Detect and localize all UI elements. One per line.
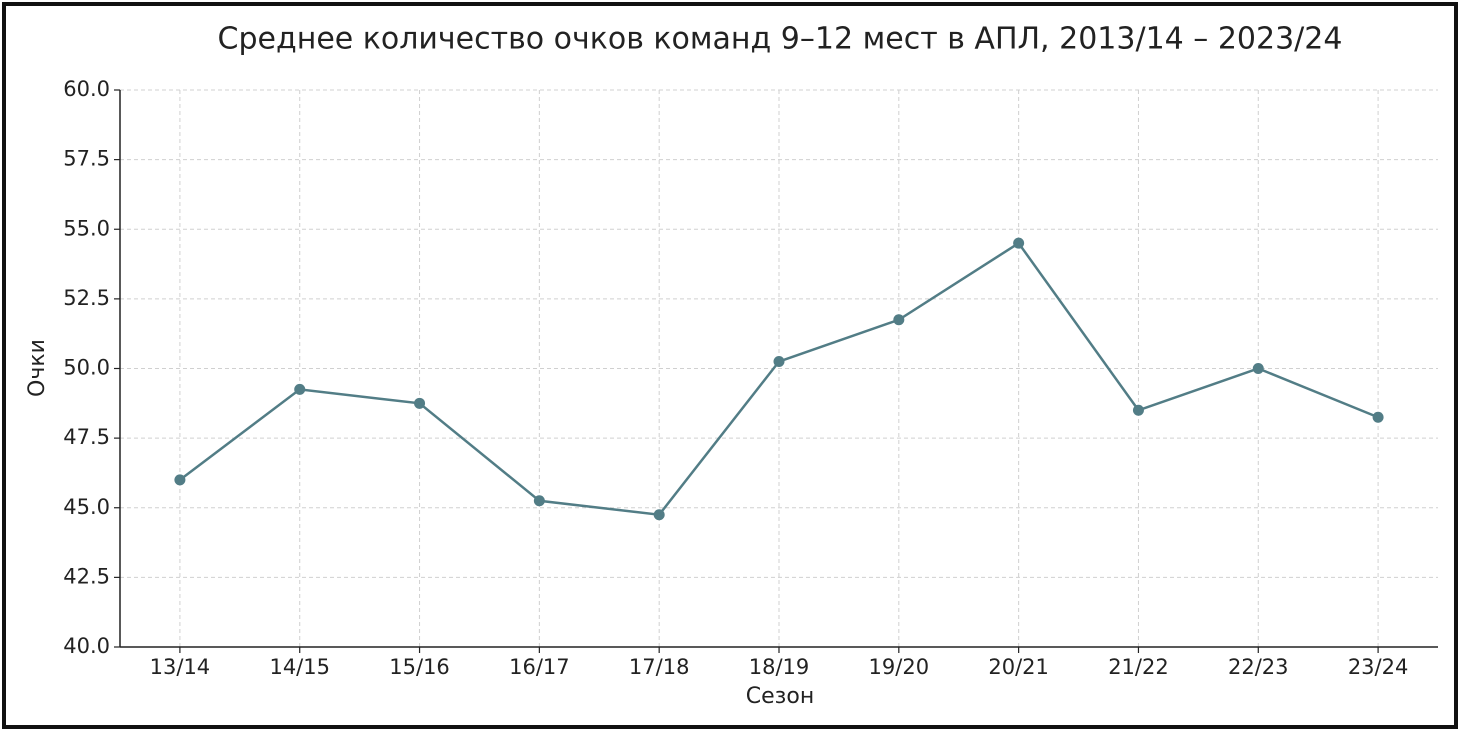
y-tick-label: 40.0 (63, 634, 110, 658)
point (1372, 411, 1384, 423)
x-tick-label: 13/14 (150, 655, 211, 679)
x-tick-label: 22/23 (1228, 655, 1289, 679)
x-tick-label: 20/21 (988, 655, 1049, 679)
point (1013, 237, 1025, 249)
point (533, 495, 545, 507)
point (1132, 404, 1144, 416)
y-tick-label: 50.0 (63, 356, 110, 380)
x-tick-label: 19/20 (869, 655, 930, 679)
x-axis-label: Сезон (746, 684, 814, 709)
point (414, 397, 426, 409)
y-tick-label: 52.5 (63, 286, 110, 310)
y-tick-label: 42.5 (63, 564, 110, 588)
point (174, 474, 186, 486)
x-tick-label: 15/16 (389, 655, 450, 679)
axes: 40.0 42.5 45.0 47.5 50.0 52.5 55.0 57.5 60.0 13/1… (63, 77, 1438, 679)
point (294, 383, 306, 395)
marks (174, 237, 1384, 521)
y-axis-label: Очки (25, 339, 50, 397)
y-tick-label: 45.0 (63, 495, 110, 519)
y-tick-label: 60.0 (63, 77, 110, 101)
point (1252, 363, 1264, 374)
chart-title: Среднее количество очков команд 9–12 мес… (218, 22, 1343, 57)
x-tick-label: 23/24 (1348, 655, 1409, 679)
y-tick-label: 47.5 (63, 425, 110, 449)
x-tick-label: 21/22 (1108, 655, 1169, 679)
x-tick-label: 17/18 (629, 655, 690, 679)
grid (120, 89, 1438, 648)
y-tick-label: 55.0 (63, 216, 110, 240)
x-tick-label: 16/17 (509, 655, 570, 679)
y-tick-label: 57.5 (63, 147, 110, 171)
point (893, 314, 905, 326)
point (773, 356, 785, 368)
point (653, 509, 665, 521)
x-tick-label: 14/15 (269, 655, 330, 679)
x-tick-label: 18/19 (749, 655, 810, 679)
